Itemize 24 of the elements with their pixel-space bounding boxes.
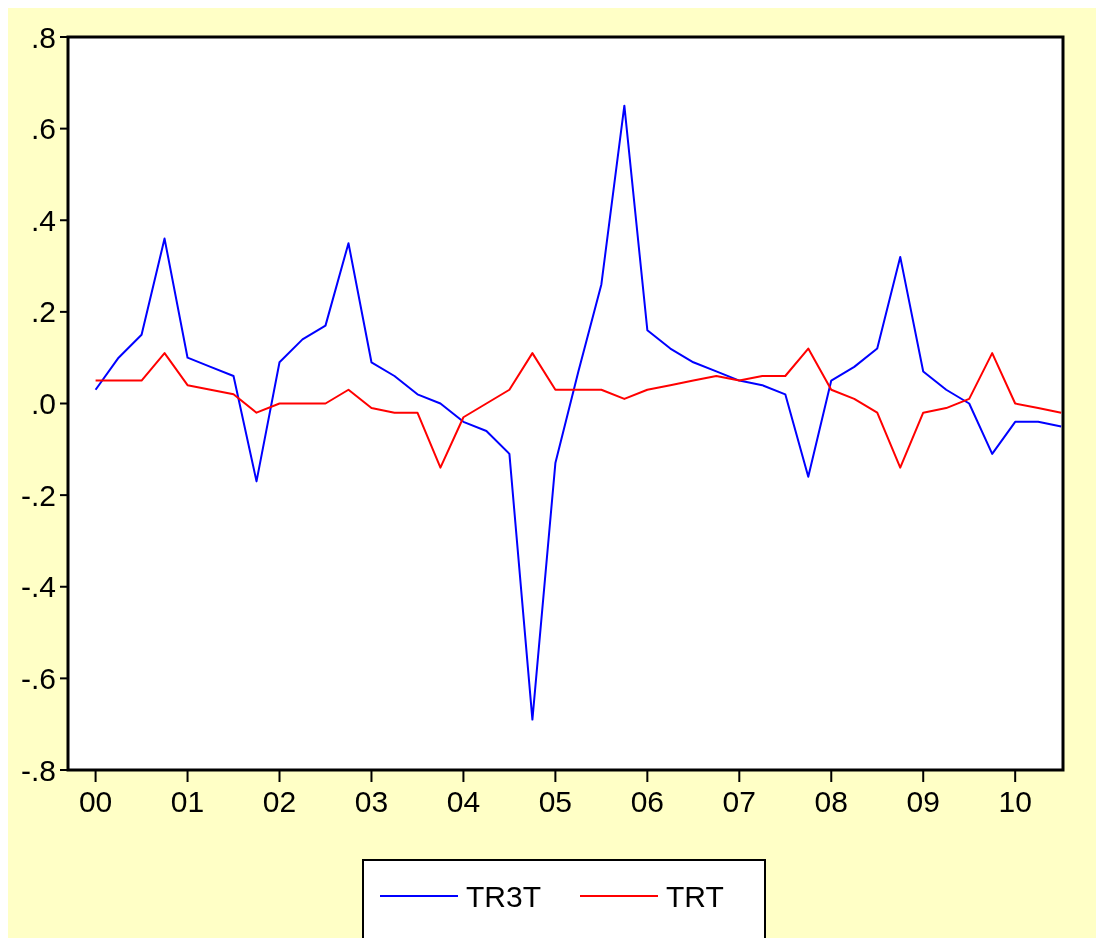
line-series (94, 347, 1063, 469)
legend-label: TR3T (466, 879, 541, 913)
x-tick-label: 00 (78, 785, 113, 818)
y-tick-label: -.6 (20, 661, 56, 695)
y-tick-label: -.4 (20, 570, 56, 604)
x-tick-label: 02 (262, 785, 297, 818)
y-tick-label: .8 (30, 20, 56, 54)
x-tick-label: 10 (998, 785, 1032, 818)
x-tick-label: 05 (538, 785, 573, 818)
legend-label: TRT (666, 879, 724, 913)
x-tick-label: 08 (814, 785, 848, 818)
x-tick-label: 06 (630, 785, 665, 818)
y-tick-label: .0 (30, 387, 56, 420)
y-tick-label: .6 (30, 112, 56, 146)
x-tick-label: 09 (906, 785, 940, 818)
x-tick-label: 07 (722, 785, 756, 818)
x-tick-label: 01 (170, 785, 205, 818)
y-tick-label: .2 (30, 295, 56, 329)
x-tick-label: 04 (446, 785, 481, 818)
y-tick-label: -.2 (20, 478, 56, 512)
y-tick-label: .4 (30, 203, 56, 237)
y-tick-label: -.8 (20, 753, 56, 787)
x-tick-label: 03 (354, 785, 389, 818)
line-series (94, 104, 1063, 721)
